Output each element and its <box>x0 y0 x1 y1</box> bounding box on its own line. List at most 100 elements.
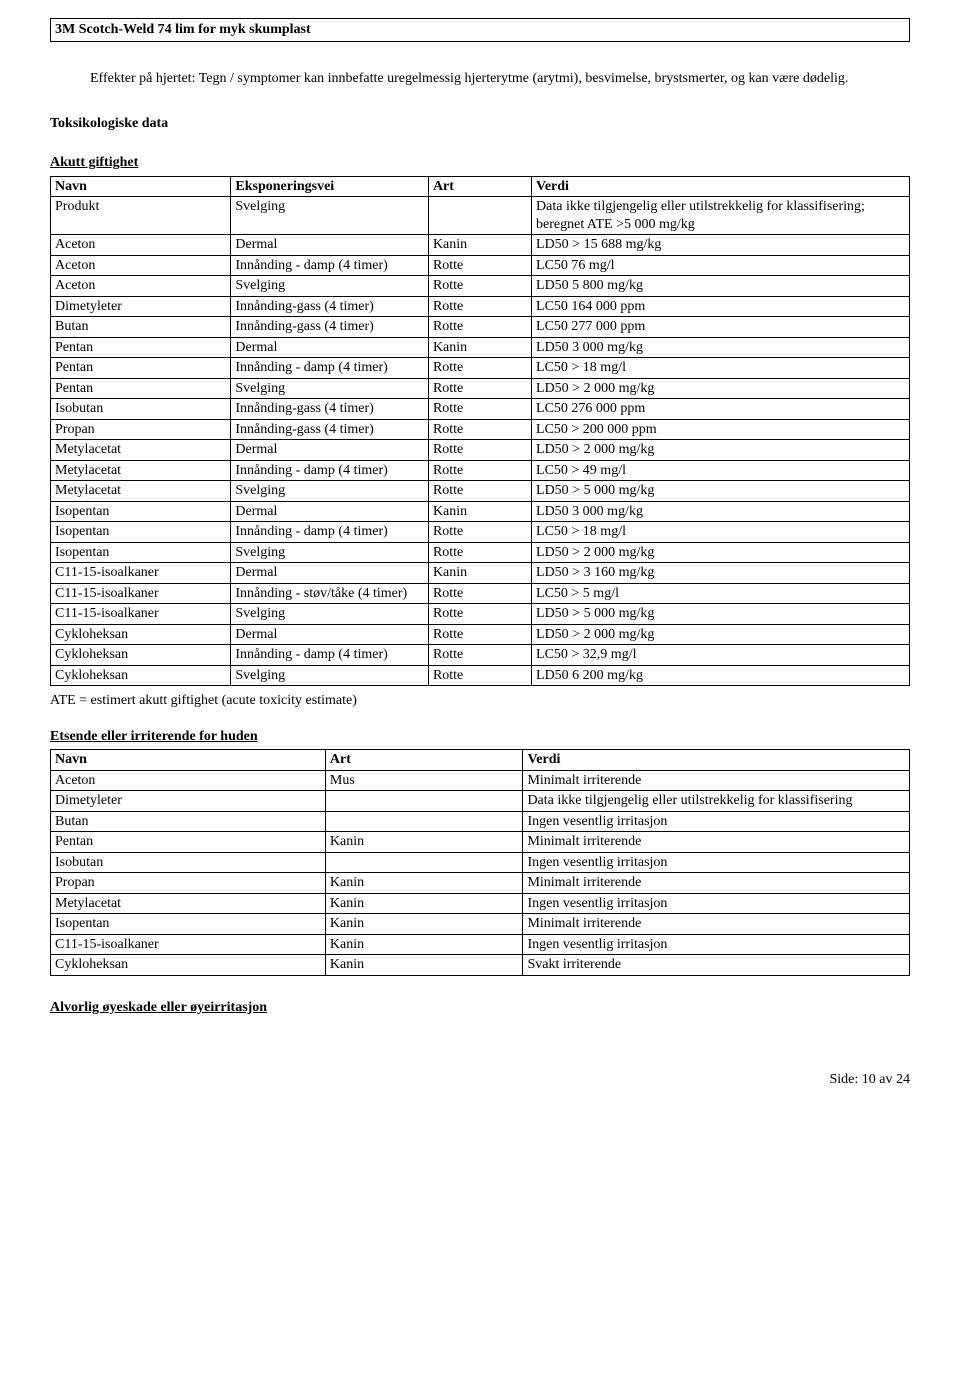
effects-paragraph-wrap: Effekter på hjertet: Tegn / symptomer ka… <box>90 70 900 88</box>
table-cell: LC50 > 200 000 ppm <box>532 419 910 440</box>
th-verdi: Verdi <box>523 750 910 771</box>
table-cell: Ingen vesentlig irritasjon <box>523 893 910 914</box>
table-row: Dimetyleter Data ikke tilgjengelig eller … <box>51 791 910 812</box>
table-cell: LD50 > 5 000 mg/kg <box>532 604 910 625</box>
table-cell: LC50 164 000 ppm <box>532 296 910 317</box>
table-cell: LC50 > 5 mg/l <box>532 583 910 604</box>
table-cell: Innånding-gass (4 timer) <box>231 399 429 420</box>
table-cell: Svelging <box>231 481 429 502</box>
table-cell: Isopentan <box>51 501 231 522</box>
table-cell: Rotte <box>428 481 531 502</box>
table-cell: Minimalt irriterende <box>523 914 910 935</box>
table-row: PentanInnånding - damp (4 timer)RotteLC5… <box>51 358 910 379</box>
table-cell: Kanin <box>325 893 523 914</box>
table-cell: Dermal <box>231 235 429 256</box>
table-cell: Pentan <box>51 337 231 358</box>
acute-toxicity-table: Navn Eksponeringsvei Art Verdi ProduktSv… <box>50 176 910 687</box>
table-cell: Rotte <box>428 317 531 338</box>
table-cell: Butan <box>51 811 326 832</box>
table-cell <box>325 791 523 812</box>
table-cell: LD50 6 200 mg/kg <box>532 665 910 686</box>
table-cell: Svakt irriterende <box>523 955 910 976</box>
table-cell: Rotte <box>428 440 531 461</box>
table-cell: Svelging <box>231 542 429 563</box>
table-cell: Isopentan <box>51 914 326 935</box>
table-row: IsopentanInnånding - damp (4 timer)Rotte… <box>51 522 910 543</box>
table-row: CykloheksanDermalRotteLD50 > 2 000 mg/kg <box>51 624 910 645</box>
table-cell: LD50 > 3 160 mg/kg <box>532 563 910 584</box>
table-cell: Minimalt irriterende <box>523 832 910 853</box>
table-cell: Dimetyleter <box>51 296 231 317</box>
effects-paragraph: Effekter på hjertet: Tegn / symptomer ka… <box>90 71 848 86</box>
table-cell: Rotte <box>428 276 531 297</box>
table-cell: Innånding-gass (4 timer) <box>231 296 429 317</box>
table-cell: Cykloheksan <box>51 955 326 976</box>
table-cell: LD50 3 000 mg/kg <box>532 337 910 358</box>
eye-heading: Alvorlig øyeskade eller øyeirritasjon <box>50 999 910 1017</box>
table-row: C11-15-isoalkanerInnånding - støv/tåke (… <box>51 583 910 604</box>
table-cell: Ingen vesentlig irritasjon <box>523 852 910 873</box>
table-cell: Data ikke tilgjengelig eller utilstrekke… <box>532 197 910 235</box>
table-cell: Propan <box>51 419 231 440</box>
table-cell: Data ikke tilgjengelig eller utilstrekke… <box>523 791 910 812</box>
table-row: CykloheksanInnånding - damp (4 timer)Rot… <box>51 645 910 666</box>
table-cell: Svelging <box>231 378 429 399</box>
table-cell: Kanin <box>325 873 523 894</box>
table-row: MetylacetatDermalRotteLD50 > 2 000 mg/kg <box>51 440 910 461</box>
table-cell: C11-15-isoalkaner <box>51 583 231 604</box>
table-cell: LD50 > 2 000 mg/kg <box>532 542 910 563</box>
table-cell: Dimetyleter <box>51 791 326 812</box>
table-row: PentanSvelgingRotteLD50 > 2 000 mg/kg <box>51 378 910 399</box>
table-cell: Isobutan <box>51 399 231 420</box>
table-cell: Minimalt irriterende <box>523 873 910 894</box>
table-row: ProduktSvelging Data ikke tilgjengelig el… <box>51 197 910 235</box>
table-cell: Rotte <box>428 255 531 276</box>
table-cell: Innånding - damp (4 timer) <box>231 522 429 543</box>
table-row: C11-15-isoalkanerDermalKaninLD50 > 3 160… <box>51 563 910 584</box>
table-cell: Svelging <box>231 276 429 297</box>
table-cell: C11-15-isoalkaner <box>51 604 231 625</box>
table-cell: LD50 > 2 000 mg/kg <box>532 378 910 399</box>
table-cell: Mus <box>325 770 523 791</box>
table-cell: Rotte <box>428 296 531 317</box>
table-cell: Kanin <box>325 934 523 955</box>
table-row: AcetonDermalKaninLD50 > 15 688 mg/kg <box>51 235 910 256</box>
table-cell: Innånding - damp (4 timer) <box>231 645 429 666</box>
table-cell: Cykloheksan <box>51 624 231 645</box>
table-cell: LC50 > 32,9 mg/l <box>532 645 910 666</box>
table-cell: LC50 276 000 ppm <box>532 399 910 420</box>
th-navn: Navn <box>51 750 326 771</box>
table-cell: Rotte <box>428 522 531 543</box>
table-row: C11-15-isoalkanerSvelgingRotteLD50 > 5 0… <box>51 604 910 625</box>
table-cell: Aceton <box>51 235 231 256</box>
table-row: IsobutanInnånding-gass (4 timer)RotteLC5… <box>51 399 910 420</box>
table-cell: Innånding - damp (4 timer) <box>231 358 429 379</box>
table-cell <box>428 197 531 235</box>
table-cell: Kanin <box>428 563 531 584</box>
table-row: MetylacetatKaninIngen vesentlig irritasj… <box>51 893 910 914</box>
table-cell: Rotte <box>428 624 531 645</box>
table-row: IsopentanSvelgingRotteLD50 > 2 000 mg/kg <box>51 542 910 563</box>
table-cell: Cykloheksan <box>51 645 231 666</box>
table-cell: C11-15-isoalkaner <box>51 563 231 584</box>
table-row: ButanInnånding-gass (4 timer)RotteLC50 2… <box>51 317 910 338</box>
table-cell: Pentan <box>51 832 326 853</box>
th-navn: Navn <box>51 176 231 197</box>
table-cell: Innånding - damp (4 timer) <box>231 255 429 276</box>
table-cell: Pentan <box>51 378 231 399</box>
table-cell: Dermal <box>231 501 429 522</box>
table-cell: LC50 277 000 ppm <box>532 317 910 338</box>
table-row: PentanDermalKaninLD50 3 000 mg/kg <box>51 337 910 358</box>
table-cell: Rotte <box>428 542 531 563</box>
table-cell: Produkt <box>51 197 231 235</box>
acute-heading: Akutt giftighet <box>50 154 910 172</box>
table-cell: Cykloheksan <box>51 665 231 686</box>
skin-irritation-table: Navn Art Verdi AcetonMusMinimalt irriter… <box>50 749 910 976</box>
table-cell: LC50 > 18 mg/l <box>532 358 910 379</box>
skin-heading: Etsende eller irriterende for huden <box>50 728 910 746</box>
table-cell: Svelging <box>231 604 429 625</box>
table-row: AcetonMusMinimalt irriterende <box>51 770 910 791</box>
table-cell: Svelging <box>231 197 429 235</box>
table-cell: Aceton <box>51 255 231 276</box>
table-cell: Ingen vesentlig irritasjon <box>523 934 910 955</box>
